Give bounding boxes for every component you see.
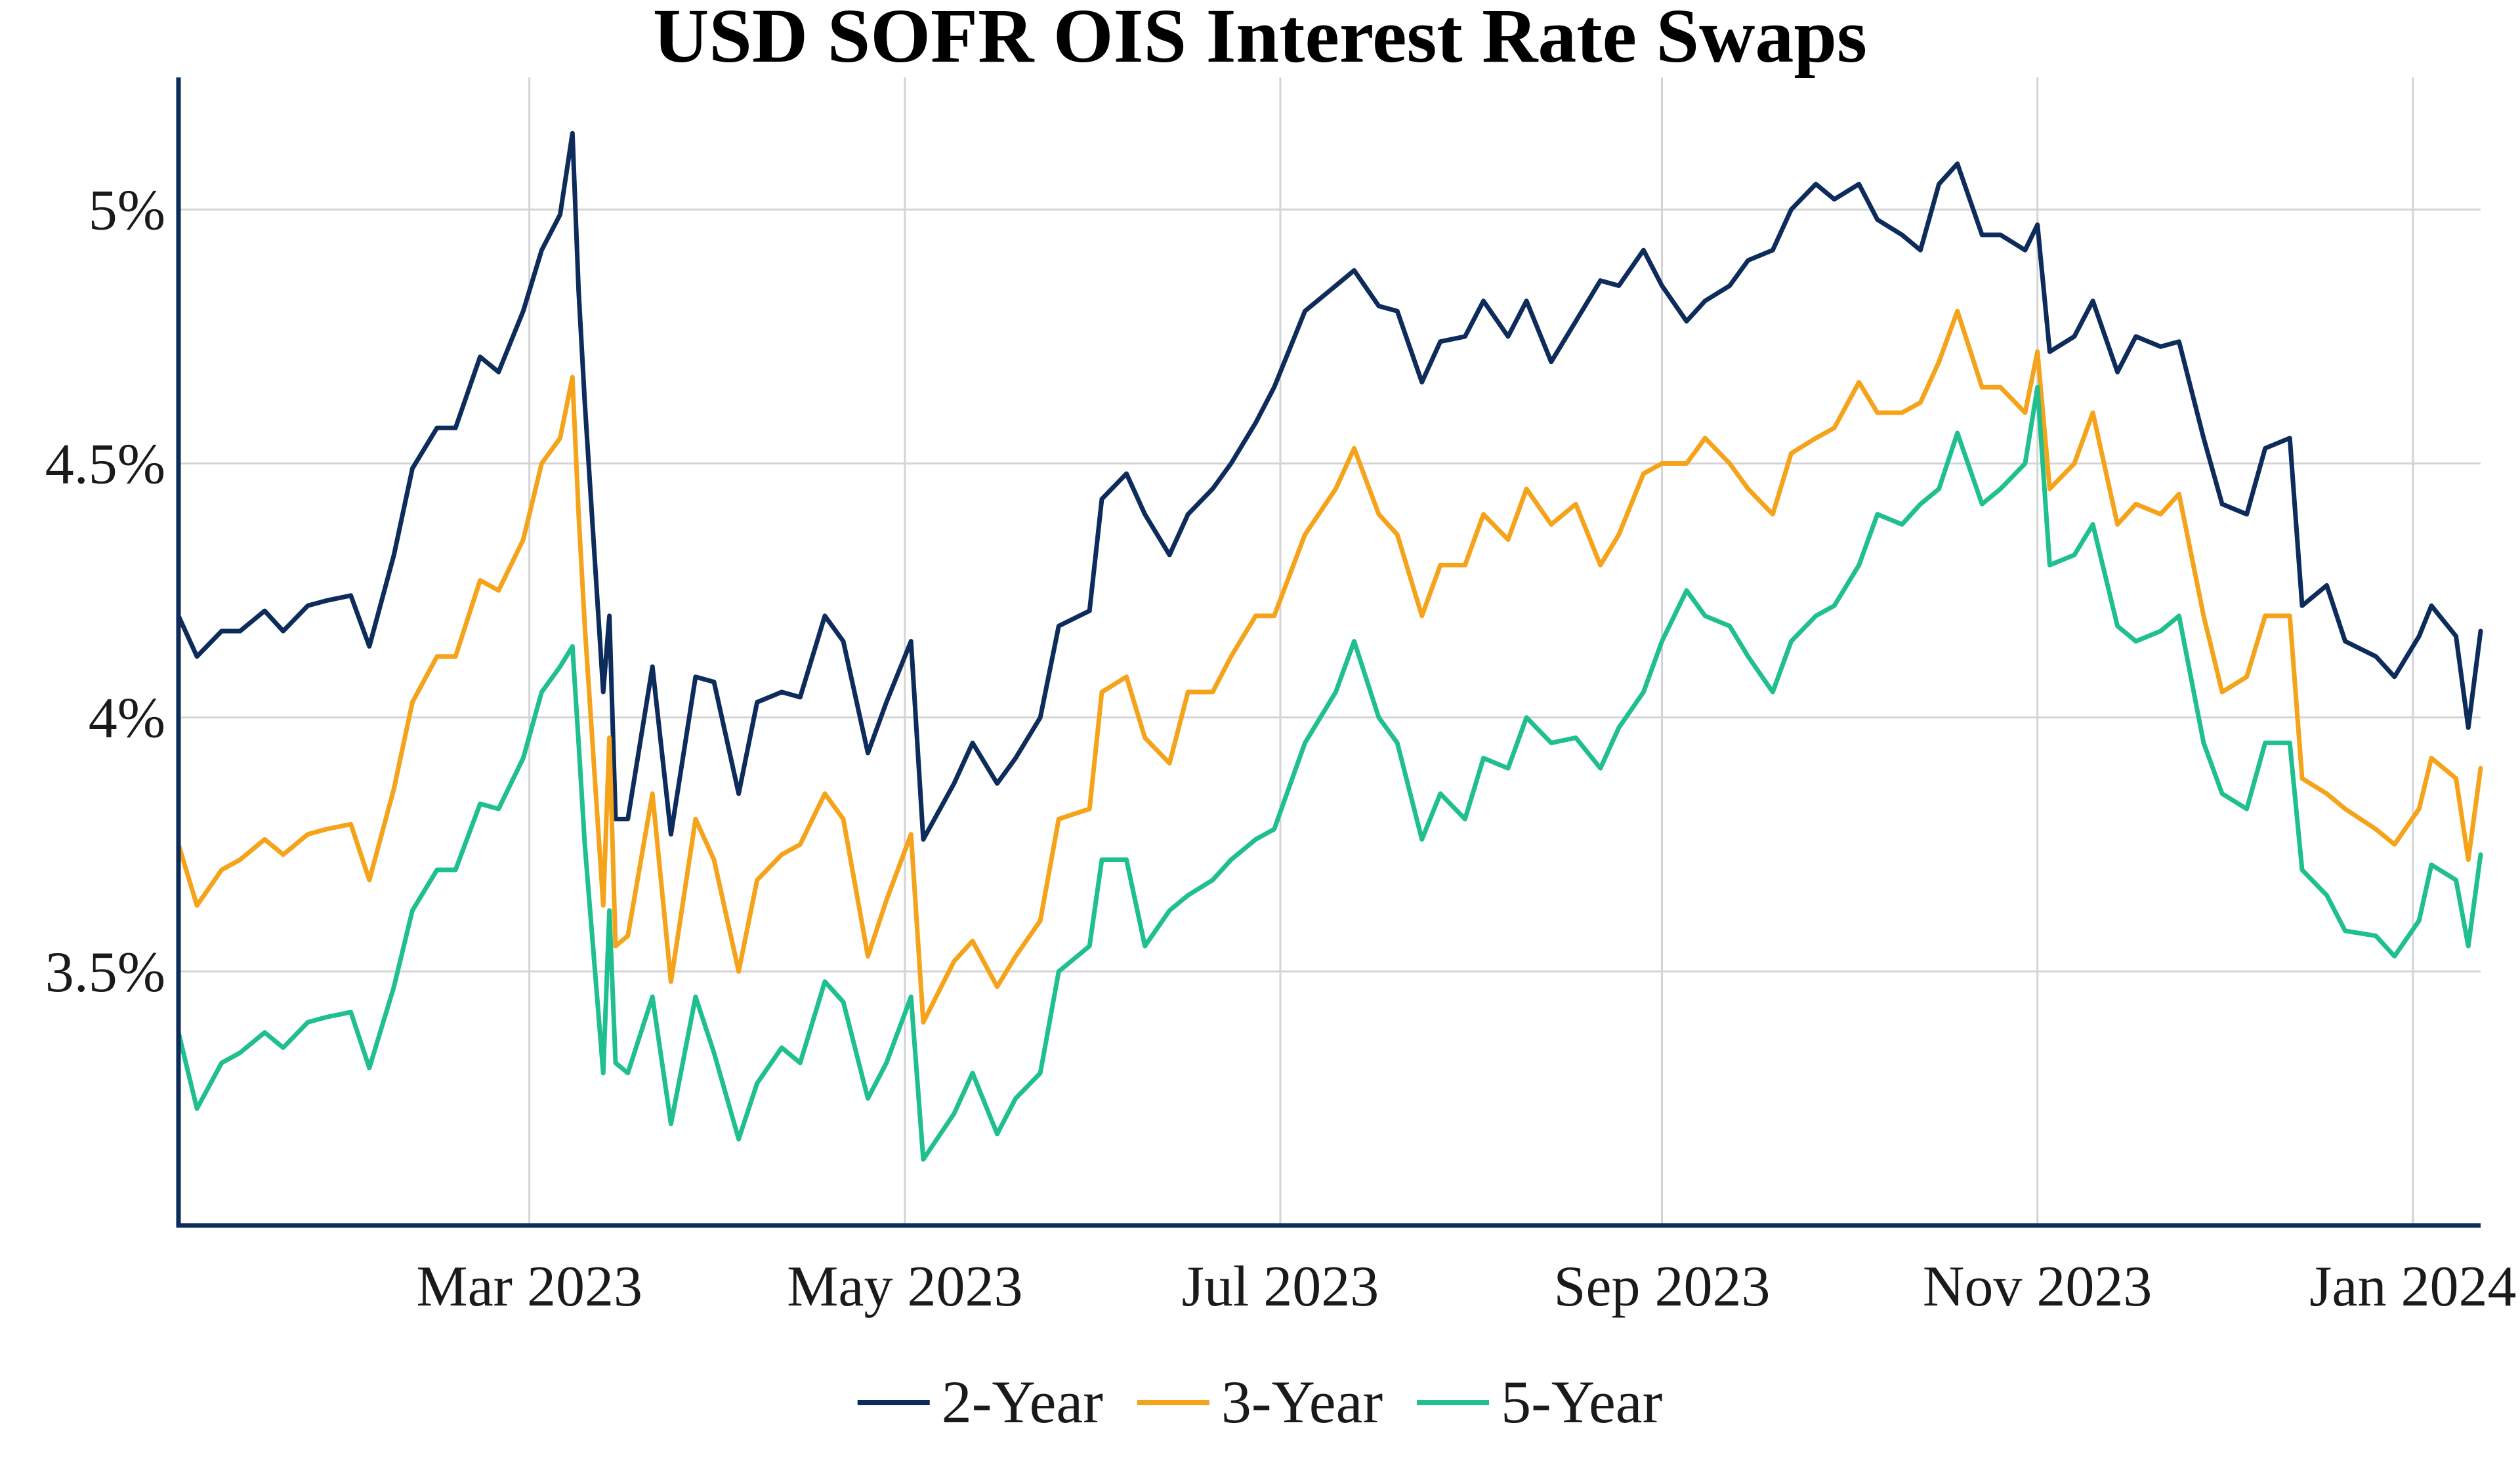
x-tick-label: Sep 2023 <box>1554 1255 1771 1319</box>
x-tick-label: Nov 2023 <box>1923 1255 2152 1319</box>
series-line-3-year <box>176 308 2483 1025</box>
y-tick-label: 5% <box>89 178 165 242</box>
x-tick-label: Jul 2023 <box>1182 1255 1379 1319</box>
chart-title: USD SOFR OIS Interest Rate Swaps <box>653 0 1867 79</box>
axes <box>176 77 2481 1228</box>
x-tick-label: Mar 2023 <box>416 1255 642 1319</box>
legend-item-5-year: 5-Year <box>1417 1368 1662 1435</box>
legend-item-2-year: 2-Year <box>857 1368 1103 1435</box>
y-axis-tick-labels: 3.5% 4% 4.5% 5% <box>45 178 165 1004</box>
y-tick-label: 4% <box>89 687 165 750</box>
legend: 2-Year 3-Year 5-Year <box>857 1368 1662 1435</box>
legend-label: 5-Year <box>1501 1368 1662 1435</box>
x-tick-label: May 2023 <box>787 1255 1022 1319</box>
series-lines <box>176 131 2483 1162</box>
y-tick-label: 4.5% <box>45 432 165 496</box>
series-line-2-year <box>176 131 2483 842</box>
series-line-5-year <box>176 384 2483 1162</box>
y-tick-label: 3.5% <box>45 941 165 1004</box>
x-tick-label: Jan 2024 <box>2309 1255 2516 1319</box>
grid-lines <box>178 77 2481 1225</box>
legend-label: 2-Year <box>942 1368 1103 1435</box>
legend-label: 3-Year <box>1221 1368 1383 1435</box>
legend-item-3-year: 3-Year <box>1137 1368 1383 1435</box>
x-axis-tick-labels: Mar 2023 May 2023 Jul 2023 Sep 2023 Nov 2023… <box>416 1255 2516 1319</box>
